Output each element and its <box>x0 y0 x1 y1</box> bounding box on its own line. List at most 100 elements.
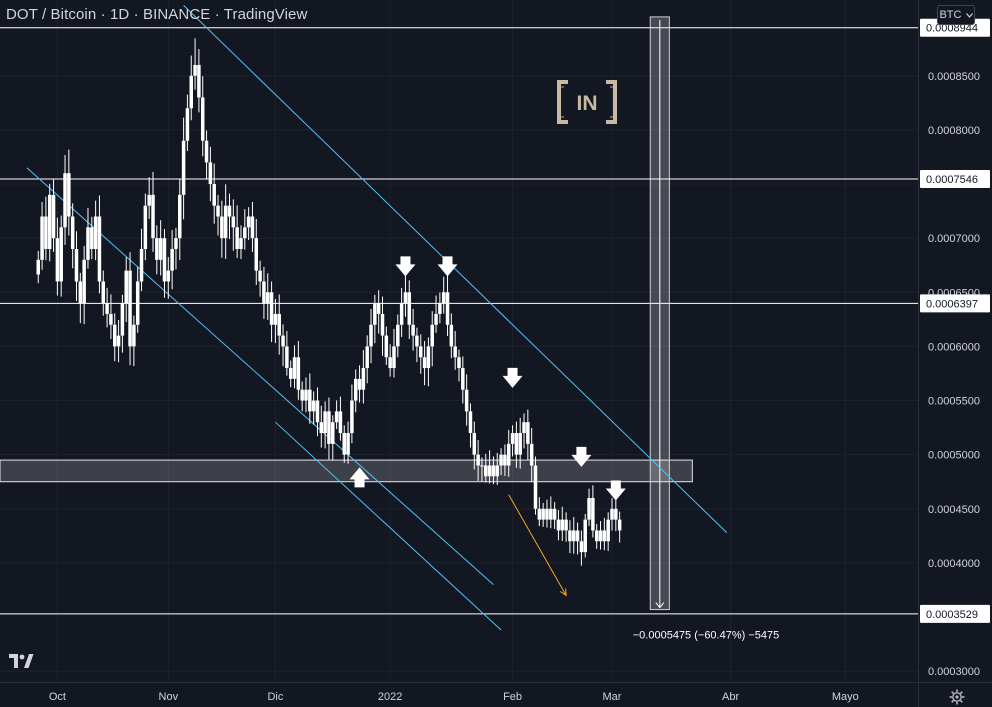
candle-body <box>266 292 270 304</box>
candle <box>468 403 473 448</box>
candle-body <box>227 205 232 217</box>
title-slash: / <box>41 6 47 23</box>
title-dot-3: · <box>214 6 220 23</box>
candle <box>407 280 412 340</box>
candle-body <box>70 216 75 249</box>
candle-body <box>587 497 591 520</box>
candle <box>223 184 228 259</box>
candle-body <box>155 238 159 260</box>
candle-body <box>422 357 427 369</box>
interval-label[interactable]: 1D <box>109 6 130 23</box>
candle-body <box>568 530 572 542</box>
candle-body <box>109 313 113 325</box>
title-dot-1: · <box>100 6 106 23</box>
candle-body <box>55 238 60 282</box>
candle <box>315 387 320 437</box>
tradingview-logo-icon[interactable] <box>8 652 34 670</box>
candle <box>231 199 236 251</box>
candle <box>300 381 304 412</box>
time-tick-label: Abr <box>722 691 739 703</box>
candle-body <box>273 313 278 325</box>
candle-body <box>300 389 304 401</box>
candle <box>235 205 239 258</box>
candle-body <box>311 400 316 412</box>
candle <box>572 517 576 554</box>
candle-body <box>262 281 266 304</box>
candle <box>491 456 496 485</box>
candle-body <box>334 411 339 423</box>
price-tick-label: 0.0004000 <box>928 558 980 570</box>
candle <box>135 266 140 333</box>
candle-body <box>449 324 454 347</box>
candle-body <box>392 346 396 369</box>
candle-body <box>560 519 565 531</box>
candle <box>323 401 327 449</box>
candle <box>181 117 186 220</box>
exchange-name: BINANCE <box>143 6 211 23</box>
candle-body <box>212 184 216 206</box>
candle <box>185 94 190 151</box>
candle-body <box>441 292 446 304</box>
gear-icon[interactable] <box>949 689 965 705</box>
price-label-text: 0.0006397 <box>926 298 978 310</box>
candle <box>158 220 163 276</box>
candle-body <box>235 227 239 249</box>
candle <box>522 413 526 449</box>
candle <box>193 38 197 90</box>
candle <box>155 225 159 275</box>
symbol-name[interactable]: DOT <box>6 6 38 23</box>
candle <box>308 373 312 424</box>
candle-body <box>594 530 599 542</box>
candle <box>208 146 213 202</box>
candle-body <box>63 173 67 228</box>
candle-body <box>67 173 71 217</box>
currency-button[interactable]: BTC <box>937 5 975 25</box>
candle <box>262 266 266 319</box>
candle-body <box>101 281 106 304</box>
candle-body <box>113 324 117 347</box>
candle <box>419 334 423 374</box>
candle <box>506 429 511 477</box>
quote-name[interactable]: Bitcoin <box>50 6 97 23</box>
measurement-label: −0.0005475 (−60.47%) −5475 <box>633 630 780 642</box>
candle-body <box>174 238 178 249</box>
candle <box>178 178 182 261</box>
candle <box>82 246 86 325</box>
support-zone <box>0 459 693 483</box>
candle-body <box>216 205 220 217</box>
candle <box>36 250 40 284</box>
candle <box>113 313 117 362</box>
candle-body <box>426 346 431 369</box>
candle-body <box>189 75 193 109</box>
candle <box>319 405 324 448</box>
candle-body <box>606 519 610 542</box>
price-tick-label: 0.0005500 <box>928 396 980 408</box>
candle <box>438 292 442 324</box>
candle-body <box>545 508 549 520</box>
candle <box>63 155 67 245</box>
down-arrow-icon <box>395 256 416 277</box>
candle <box>484 453 488 483</box>
candle-body <box>399 303 404 325</box>
candle-body <box>434 313 438 325</box>
candle <box>583 513 587 558</box>
candle <box>151 171 155 252</box>
candle <box>457 349 461 382</box>
candle <box>200 76 205 157</box>
candle-body <box>380 313 385 336</box>
candle <box>47 183 52 262</box>
candle <box>575 522 580 555</box>
candle-body <box>315 400 320 423</box>
candle-body <box>166 270 171 282</box>
candle-body <box>82 259 86 304</box>
candle-body <box>158 238 163 260</box>
candle-body <box>472 433 477 455</box>
candle <box>109 294 113 340</box>
price-tick-label: 0.0005000 <box>928 450 980 462</box>
candle-body <box>353 378 358 401</box>
candle <box>357 365 362 403</box>
candle-body <box>407 292 412 325</box>
candle-body <box>97 216 102 282</box>
